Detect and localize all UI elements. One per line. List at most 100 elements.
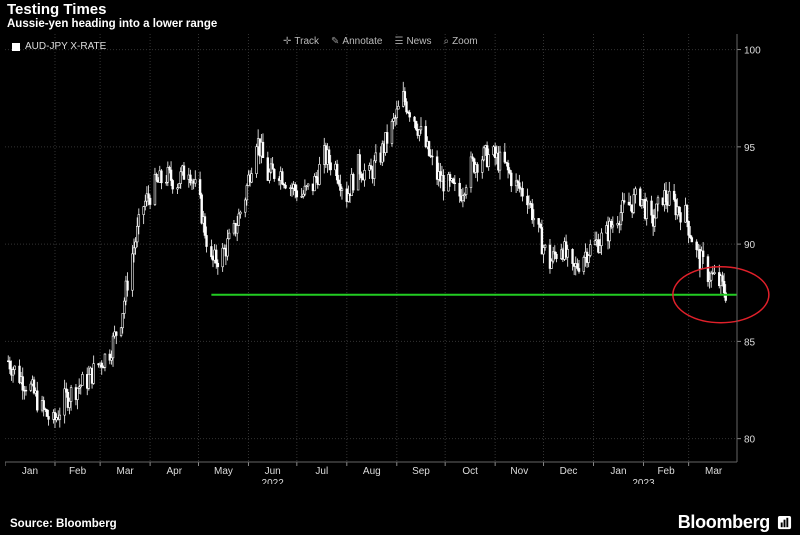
candle-body xyxy=(100,362,103,368)
price-chart[interactable]: 80 85 90 95 100 Jan Feb Mar Apr May Jun Jul Aug Sep O… xyxy=(4,34,770,489)
candle-body xyxy=(514,180,518,187)
candle-body xyxy=(571,249,574,264)
candle-body xyxy=(608,220,611,242)
zoom-button[interactable]: ⌕ Zoom xyxy=(443,36,477,47)
plot-area[interactable]: 80 85 90 95 100 Jan Feb Mar Apr May Jun Jul Aug Sep O… xyxy=(4,34,770,489)
candle-body xyxy=(553,251,557,255)
candle-body xyxy=(215,249,218,264)
candle-body xyxy=(226,238,229,257)
candle-body xyxy=(577,268,581,272)
candle-body xyxy=(508,169,511,174)
candle-body xyxy=(103,353,107,368)
candle-body xyxy=(358,154,361,175)
candle-body xyxy=(593,240,597,245)
candle-body xyxy=(442,175,445,192)
candle-body xyxy=(453,182,457,185)
candle-body xyxy=(53,412,57,421)
candle-body xyxy=(498,151,502,171)
candle-body xyxy=(532,218,536,221)
candle-body xyxy=(47,416,50,420)
candle-body xyxy=(65,388,68,393)
legend-swatch xyxy=(12,42,20,51)
candle-body xyxy=(677,206,681,213)
x-tick-label: Jul xyxy=(315,466,328,477)
candle-body xyxy=(340,188,344,191)
candle-body xyxy=(587,255,590,263)
brand-logo: Bloomberg xyxy=(677,512,771,532)
candle-body xyxy=(306,183,310,187)
year-label: 2023 xyxy=(632,478,655,484)
candle-body xyxy=(339,183,342,191)
candle-body xyxy=(395,108,398,118)
candle-body xyxy=(155,173,158,181)
news-button[interactable]: ☰ News xyxy=(394,36,431,47)
candle-body xyxy=(29,383,32,391)
candle-body xyxy=(448,174,452,181)
candle-body xyxy=(722,281,726,294)
candle-body xyxy=(419,126,423,131)
candle-body xyxy=(689,234,692,238)
candle-body xyxy=(69,387,73,402)
candle-body xyxy=(268,171,271,181)
candle-body xyxy=(327,149,331,164)
candle-body xyxy=(198,179,202,196)
candle-body xyxy=(335,163,339,181)
candle-body xyxy=(413,116,416,122)
candle-body xyxy=(44,408,47,411)
candle-body xyxy=(32,379,36,394)
candle-body xyxy=(551,251,555,262)
candle-body xyxy=(518,182,521,189)
candle-body xyxy=(576,263,579,269)
candle-body xyxy=(373,160,376,179)
candle-body xyxy=(352,174,355,191)
x-tick-label: Jan xyxy=(22,466,38,477)
candle-body xyxy=(521,188,524,197)
candle-body xyxy=(63,388,66,416)
candle-body xyxy=(695,241,698,250)
candle-body xyxy=(313,176,316,192)
candle-body xyxy=(169,169,173,181)
candle-body xyxy=(137,214,141,227)
y-tick-label: 95 xyxy=(744,143,756,154)
candle-body xyxy=(687,220,690,236)
candle-body xyxy=(244,199,247,213)
candle-body xyxy=(295,190,299,198)
candle-body xyxy=(537,218,540,225)
candle-body xyxy=(650,200,653,216)
candle-body xyxy=(8,360,12,370)
candle-body xyxy=(255,146,258,175)
candle-body xyxy=(303,185,307,195)
candle-body xyxy=(414,121,418,130)
news-label: News xyxy=(406,36,432,47)
candle-body xyxy=(282,183,286,186)
candle-body xyxy=(463,194,466,196)
y-tick-label: 85 xyxy=(744,337,756,348)
candle-body xyxy=(284,184,287,189)
candle-body xyxy=(600,232,603,246)
candle-body xyxy=(318,164,321,185)
price-series xyxy=(7,81,727,429)
candle-body xyxy=(13,365,16,370)
candle-body xyxy=(619,212,623,226)
y-tick-label: 100 xyxy=(744,46,761,57)
pencil-icon: ✎ xyxy=(331,36,340,47)
x-tick-label: Dec xyxy=(560,466,578,477)
candle-body xyxy=(136,225,139,243)
candle-body xyxy=(18,365,21,383)
candle-body xyxy=(582,257,586,272)
candle-body xyxy=(634,188,637,196)
candle-body xyxy=(360,173,363,179)
candle-body xyxy=(505,161,508,164)
candle-body xyxy=(182,165,186,180)
candle-body xyxy=(110,357,113,361)
candle-body xyxy=(189,174,192,184)
candle-body xyxy=(337,179,340,185)
track-button[interactable]: ✛ Track xyxy=(283,36,319,47)
candle-body xyxy=(679,212,682,223)
highlight-circle xyxy=(672,265,770,324)
candle-body xyxy=(363,170,366,181)
x-tick-label: Sep xyxy=(412,466,430,477)
annotate-button[interactable]: ✎ Annotate xyxy=(331,36,382,47)
candle-body xyxy=(548,244,552,269)
candle-body xyxy=(119,327,123,336)
